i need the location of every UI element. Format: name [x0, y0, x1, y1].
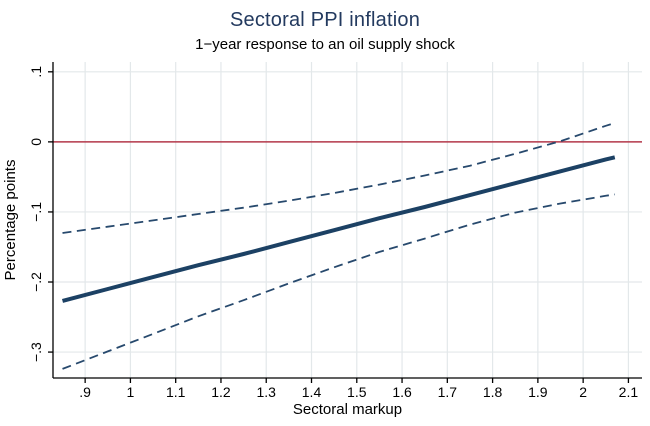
x-tick-label: 1.2: [211, 384, 231, 400]
x-tick-label: 1.1: [166, 384, 186, 400]
y-axis-title: Percentage points: [2, 160, 19, 281]
y-tick-label: .1: [28, 66, 44, 78]
x-tick-label: 1.5: [347, 384, 367, 400]
x-tick-label: 1.4: [302, 384, 322, 400]
chart-subtitle: 1−year response to an oil supply shock: [195, 36, 455, 53]
point-estimate-line: [61, 155, 616, 303]
y-tick-label: −.3: [28, 342, 44, 362]
x-tick-label: 2: [579, 384, 587, 400]
x-tick-label: 1.3: [257, 384, 277, 400]
x-tick-label: 1.6: [392, 384, 412, 400]
ci-upper-line: [62, 122, 616, 234]
x-axis-title: Sectoral markup: [293, 401, 402, 418]
x-tick-label: 1.8: [483, 384, 503, 400]
x-tick-label: 1.7: [438, 384, 458, 400]
ci-lower-line: [62, 193, 615, 370]
x-tick-label: .9: [79, 384, 91, 400]
x-tick-label: 1: [127, 384, 135, 400]
x-tick-label: 1.9: [528, 384, 548, 400]
y-tick-label: 0: [28, 138, 44, 146]
y-tick-label: −.1: [28, 202, 44, 222]
x-tick-label: 2.1: [619, 384, 639, 400]
y-tick-label: −.2: [28, 272, 44, 292]
chart-title: Sectoral PPI inflation: [229, 9, 421, 31]
